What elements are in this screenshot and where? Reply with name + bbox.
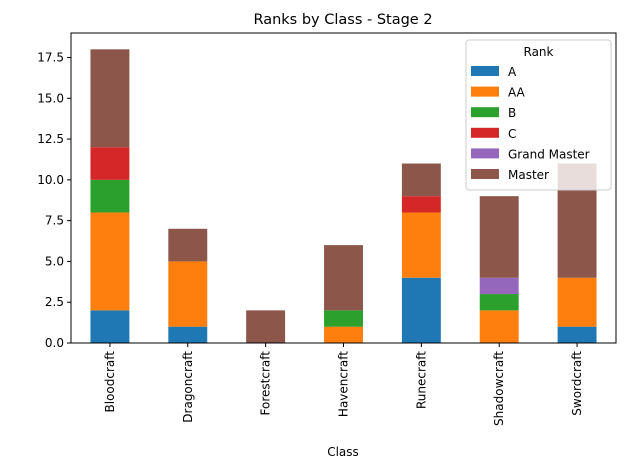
bar-segment bbox=[246, 310, 286, 343]
bars-layer bbox=[90, 49, 597, 343]
bar-segment bbox=[479, 277, 519, 295]
x-axis-label: Class bbox=[327, 445, 359, 459]
x-tick-label: Shadowcraft bbox=[492, 351, 506, 426]
legend-label: A bbox=[508, 65, 517, 79]
legend-swatch bbox=[471, 169, 499, 179]
legend-swatch bbox=[471, 148, 499, 159]
y-tick-label: 12.5 bbox=[37, 132, 64, 146]
bar-segment bbox=[168, 228, 208, 262]
bar-segment bbox=[324, 245, 363, 311]
bar-segment bbox=[90, 49, 130, 148]
bar-segment bbox=[479, 310, 519, 343]
y-tick-label: 2.5 bbox=[45, 295, 64, 309]
bar-segment bbox=[168, 261, 208, 327]
x-tick-label: Swordcraft bbox=[570, 351, 584, 416]
legend-label: B bbox=[508, 106, 516, 120]
legend-label: Master bbox=[508, 168, 549, 182]
legend-swatch bbox=[471, 127, 499, 138]
y-tick-label: 7.5 bbox=[45, 214, 64, 228]
y-tick-label: 10.0 bbox=[37, 173, 64, 187]
bar-segment bbox=[401, 163, 441, 197]
bar-segment bbox=[168, 326, 208, 343]
y-tick-label: 15.0 bbox=[37, 91, 64, 105]
legend-label: C bbox=[508, 127, 516, 141]
bar-segment bbox=[324, 310, 363, 327]
bar-segment bbox=[479, 196, 519, 278]
legend-label: AA bbox=[508, 86, 526, 100]
y-tick-label: 0.0 bbox=[45, 336, 64, 350]
chart-title: Ranks by Class - Stage 2 bbox=[253, 12, 432, 28]
bar-segment bbox=[557, 277, 597, 327]
bar-segment bbox=[90, 212, 130, 311]
legend-swatch bbox=[471, 66, 499, 76]
bar-segment bbox=[401, 196, 441, 213]
legend-swatch bbox=[471, 107, 499, 118]
legend-swatch bbox=[471, 86, 499, 97]
y-tick-label: 17.5 bbox=[37, 50, 64, 64]
x-tick-label: Runecraft bbox=[414, 351, 428, 409]
y-tick-label: 5.0 bbox=[45, 254, 64, 268]
x-tick-label: Forestcraft bbox=[259, 351, 273, 416]
x-tick-label: Havencraft bbox=[337, 351, 351, 417]
legend-frame bbox=[465, 39, 612, 191]
x-tick-label: Bloodcraft bbox=[103, 351, 117, 413]
axes-layer: 0.0 2.5 5.0 7.5 10.0 12.5 15.0 17.5 Bloodcraft Dr… bbox=[37, 32, 617, 426]
bar-segment bbox=[401, 277, 441, 343]
legend-title: Rank bbox=[524, 45, 554, 59]
bar-segment bbox=[90, 310, 130, 343]
bar-segment bbox=[324, 326, 363, 343]
legend-label: Grand Master bbox=[508, 147, 590, 161]
bar-segment bbox=[90, 147, 130, 180]
x-tick-label: Dragoncraft bbox=[181, 351, 195, 423]
bar-segment bbox=[479, 294, 519, 311]
bar-segment bbox=[90, 179, 130, 213]
bar-segment bbox=[557, 326, 597, 343]
bar-segment bbox=[401, 212, 441, 278]
